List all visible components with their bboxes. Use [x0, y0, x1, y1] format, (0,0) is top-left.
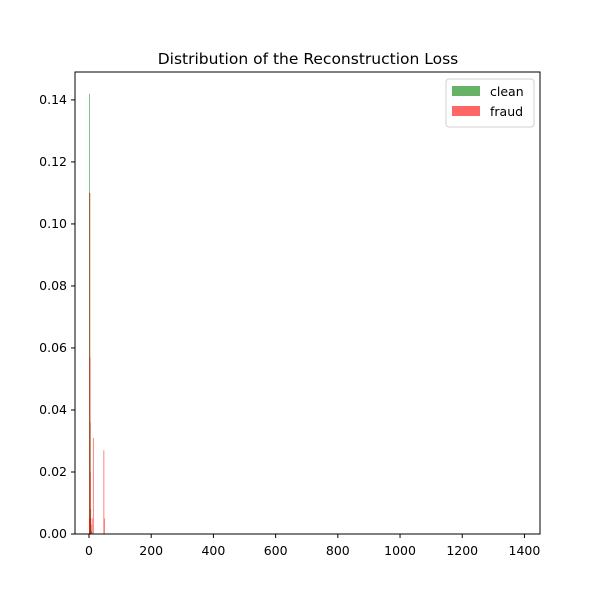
legend-swatch-fraud: [452, 106, 480, 116]
plot-area: [89, 93, 105, 534]
bar-fraud-6: [92, 437, 94, 534]
bar-fraud-7: [103, 450, 105, 534]
x-tick-label-0: 0: [85, 543, 93, 558]
x-tick-label-400: 400: [201, 543, 225, 558]
axes: 0 200 400 600 800 1000 1200 1400 0.00 0.02 0.04 0.0…: [39, 71, 541, 558]
axes-frame: [74, 71, 541, 535]
bar-fraud-4: [90, 518, 92, 534]
y-tick-label-4: 0.08: [39, 278, 67, 293]
bar-fraud-3: [89, 471, 91, 534]
y-tick-label-0: 0.00: [39, 526, 67, 541]
bar-clean-5: [91, 530, 92, 534]
bar-fraud-2: [89, 357, 91, 534]
x-tick-label-200: 200: [139, 543, 163, 558]
y-tick-label-5: 0.10: [39, 216, 67, 231]
legend: clean fraud: [445, 78, 535, 128]
x-tick-label-1000: 1000: [384, 543, 416, 558]
chart-title: Distribution of the Reconstruction Loss: [158, 50, 459, 68]
x-tick-label-800: 800: [326, 543, 350, 558]
x-tick-label-1200: 1200: [446, 543, 478, 558]
series-fraud: [89, 192, 105, 534]
y-tick-label-3: 0.06: [39, 340, 67, 355]
bar-fraud-5: [91, 518, 93, 534]
y-tick-label-2: 0.04: [39, 402, 67, 417]
bar-fraud-8: [103, 518, 105, 534]
legend-label-clean: clean: [490, 84, 524, 99]
legend-label-fraud: fraud: [490, 104, 523, 119]
x-tick-label-600: 600: [264, 543, 288, 558]
y-tick-label-1: 0.02: [39, 464, 67, 479]
y-tick-label-6: 0.12: [39, 154, 67, 169]
bar-clean-4: [90, 524, 92, 534]
y-tick-label-7: 0.14: [39, 92, 67, 107]
x-tick-label-1400: 1400: [509, 543, 541, 558]
legend-swatch-clean: [452, 86, 480, 96]
